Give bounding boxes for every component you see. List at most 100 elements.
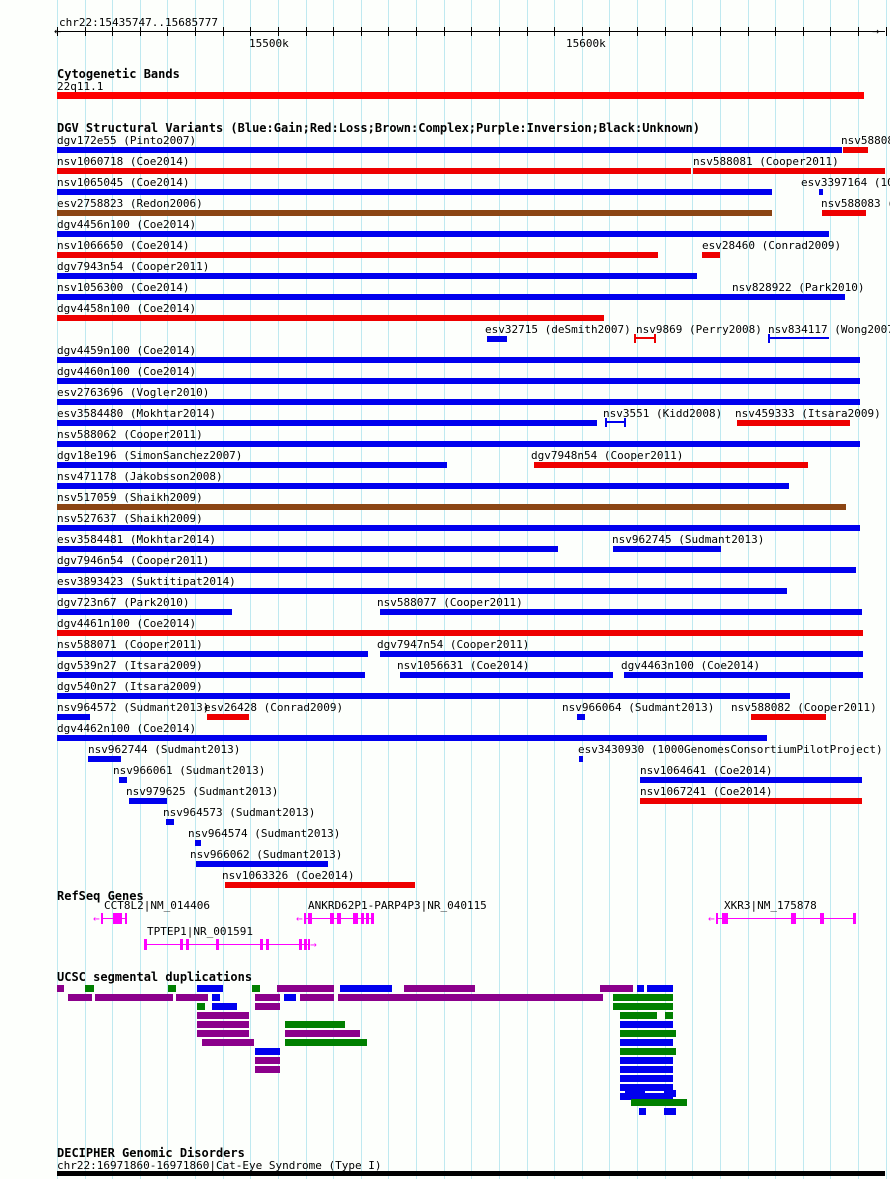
gene-model[interactable]: ← [708,912,856,926]
segdup-segment[interactable] [255,994,280,1001]
segdup-segment[interactable] [197,985,223,992]
dgv-feature-bar[interactable] [693,168,885,174]
dgv-feature-bar[interactable] [822,210,866,216]
segdup-segment[interactable] [639,1108,646,1115]
dgv-feature-bar[interactable] [57,672,365,678]
dgv-feature-bar[interactable] [57,609,232,615]
dgv-feature-bar[interactable] [166,819,174,825]
dgv-feature-bar[interactable] [57,651,368,657]
segdup-segment[interactable] [285,1021,345,1028]
segdup-segment[interactable] [212,1003,237,1010]
dgv-feature-bracket[interactable] [605,418,626,427]
decipher-item-bar[interactable] [57,1171,885,1176]
segdup-segment[interactable] [664,1108,676,1115]
dgv-feature-bar[interactable] [57,189,772,195]
dgv-feature-bar[interactable] [129,798,167,804]
segdup-segment[interactable] [277,985,334,992]
dgv-feature-bar[interactable] [624,672,863,678]
segdup-segment[interactable] [338,994,478,1001]
dgv-feature-bar[interactable] [57,399,860,405]
segdup-segment[interactable] [197,1021,249,1028]
dgv-feature-bar[interactable] [195,840,201,846]
dgv-feature-bar[interactable] [751,714,826,720]
segdup-segment[interactable] [625,1090,645,1097]
dgv-feature-bar[interactable] [57,273,697,279]
segdup-segment[interactable] [255,1066,280,1073]
dgv-feature-bar[interactable] [487,336,507,342]
dgv-feature-bar[interactable] [57,147,842,153]
dgv-feature-bar[interactable] [57,735,767,741]
segdup-segment[interactable] [255,1057,280,1064]
dgv-feature-bar[interactable] [819,189,823,195]
segdup-segment[interactable] [600,985,633,992]
segdup-segment[interactable] [202,1039,254,1046]
gene-model[interactable]: → [144,938,317,952]
dgv-feature-bar[interactable] [225,882,415,888]
segdup-segment[interactable] [85,985,94,992]
segdup-segment[interactable] [176,994,208,1001]
dgv-feature-bar[interactable] [57,420,597,426]
segdup-segment[interactable] [664,1090,676,1097]
segdup-segment[interactable] [68,994,92,1001]
dgv-feature-bar[interactable] [702,252,720,258]
dgv-feature-bar[interactable] [577,714,585,720]
dgv-feature-bar[interactable] [57,504,846,510]
segdup-segment[interactable] [197,1003,205,1010]
dgv-feature-bar[interactable] [57,210,772,216]
dgv-feature-bar[interactable] [843,147,868,153]
dgv-feature-bar[interactable] [57,462,447,468]
dgv-feature-bar[interactable] [57,588,787,594]
segdup-segment[interactable] [285,1030,360,1037]
dgv-feature-bar[interactable] [57,567,856,573]
dgv-feature-bar[interactable] [640,798,862,804]
dgv-feature-bar[interactable] [57,315,604,321]
dgv-feature-bar[interactable] [57,630,863,636]
dgv-feature-bar[interactable] [57,525,860,531]
segdup-segment[interactable] [613,1003,673,1010]
segdup-segment[interactable] [57,985,64,992]
dgv-feature-bar[interactable] [207,714,249,720]
segdup-segment[interactable] [665,1012,673,1019]
segdup-segment[interactable] [255,1003,280,1010]
cytogenetic-band-bar[interactable] [57,92,864,99]
segdup-segment[interactable] [285,1039,367,1046]
dgv-feature-bracket[interactable] [768,334,829,343]
segdup-segment[interactable] [95,994,173,1001]
segdup-segment[interactable] [620,1075,673,1082]
dgv-feature-bar[interactable] [57,483,789,489]
gene-model[interactable]: ← [93,912,127,926]
segdup-segment[interactable] [620,1021,673,1028]
dgv-feature-bar[interactable] [57,294,845,300]
dgv-feature-bar[interactable] [57,546,558,552]
dgv-feature-bar[interactable] [57,168,691,174]
dgv-feature-bar[interactable] [88,756,121,762]
dgv-feature-bar[interactable] [534,462,808,468]
dgv-feature-bar[interactable] [57,252,658,258]
segdup-segment[interactable] [284,994,296,1001]
dgv-feature-bar[interactable] [57,357,860,363]
dgv-feature-bar[interactable] [640,777,862,783]
segdup-segment[interactable] [620,1066,673,1073]
segdup-segment[interactable] [643,1012,657,1019]
segdup-segment[interactable] [631,1099,687,1106]
dgv-feature-bar[interactable] [57,441,860,447]
segdup-segment[interactable] [620,1039,673,1046]
segdup-segment[interactable] [620,1093,673,1100]
ruler-right-arrow-icon[interactable]: → [872,24,880,38]
segdup-segment[interactable] [620,1048,676,1055]
segdup-segment[interactable] [252,985,260,992]
segdup-segment[interactable] [197,1030,249,1037]
segdup-segment[interactable] [255,1048,280,1055]
segdup-segment[interactable] [637,985,644,992]
dgv-feature-bar[interactable] [119,777,127,783]
gene-model[interactable]: ← [296,912,374,926]
segdup-segment[interactable] [212,994,220,1001]
segdup-segment[interactable] [340,985,392,992]
dgv-feature-bar[interactable] [57,378,860,384]
dgv-feature-bar[interactable] [196,861,328,867]
segdup-segment[interactable] [404,985,475,992]
dgv-feature-bar[interactable] [613,546,721,552]
dgv-feature-bar[interactable] [400,672,613,678]
dgv-feature-bar[interactable] [579,756,583,762]
dgv-feature-bar[interactable] [380,651,863,657]
